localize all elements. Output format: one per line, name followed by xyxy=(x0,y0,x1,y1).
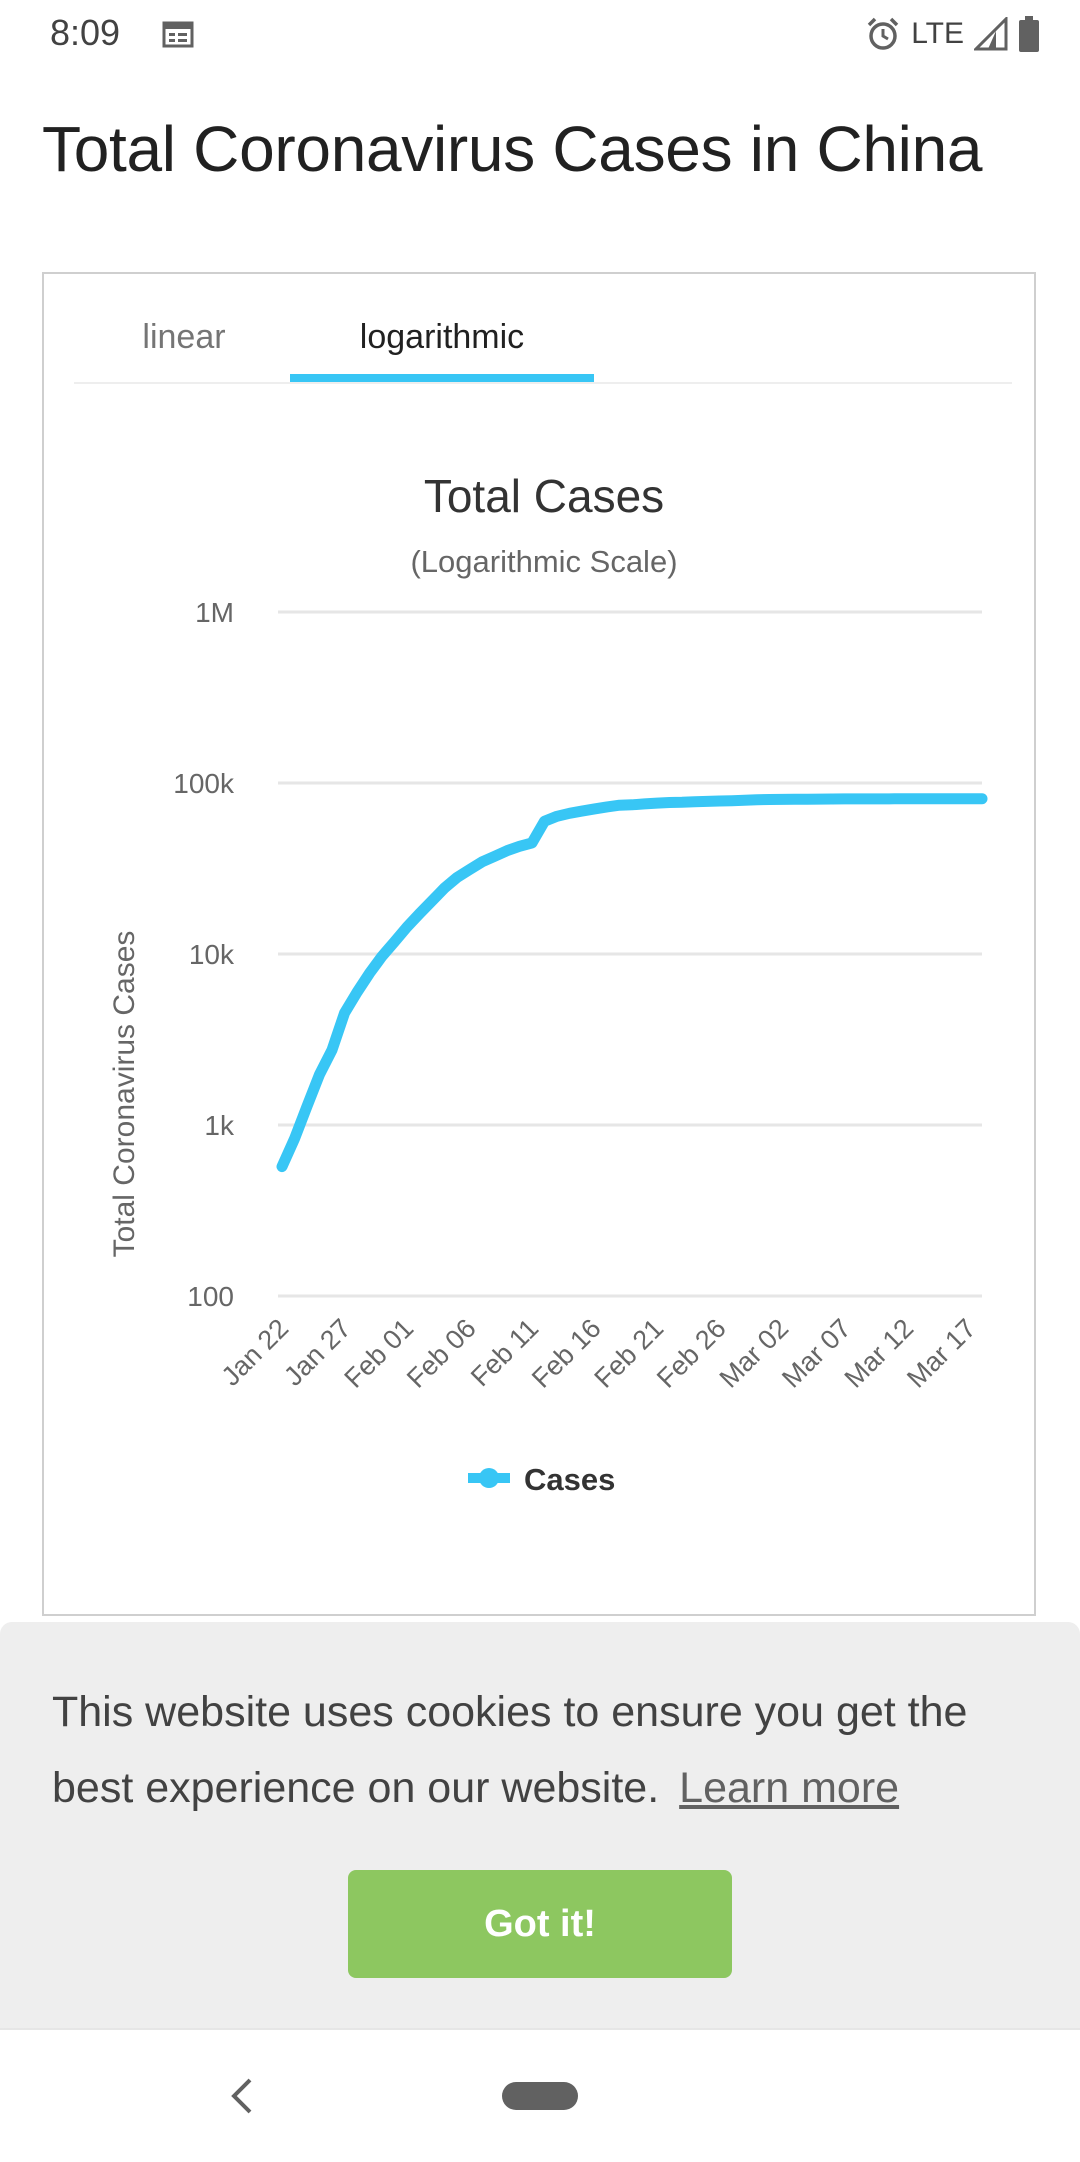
series-line-cases xyxy=(276,793,988,1173)
got-it-button[interactable]: Got it! xyxy=(348,1870,732,1978)
legend-label-cases: Cases xyxy=(524,1462,615,1497)
tab-linear[interactable]: linear xyxy=(142,318,226,356)
chart-title: Total Cases xyxy=(424,470,664,522)
alarm-icon xyxy=(867,17,899,50)
y-tick-label: 1M xyxy=(195,597,234,628)
active-tab-indicator xyxy=(290,374,594,382)
x-tick-label: Jan 22 xyxy=(216,1313,295,1392)
battery-icon xyxy=(1019,16,1039,52)
cookie-message-text: This website uses cookies to ensure you … xyxy=(52,1688,968,1812)
y-tick-labels: 100 1k 10k 100k 1M xyxy=(173,597,235,1312)
navigation-bar xyxy=(0,2028,1080,2162)
y-tick-label: 100 xyxy=(187,1281,234,1312)
back-icon[interactable] xyxy=(222,2074,262,2118)
cookie-message: This website uses cookies to ensure you … xyxy=(52,1674,1032,1826)
y-tick-label: 100k xyxy=(173,768,235,799)
home-pill[interactable] xyxy=(502,2082,578,2110)
chart-card: linear logarithmic Total Cases (Logarith… xyxy=(42,272,1036,1616)
x-tick-label: Feb 06 xyxy=(401,1313,482,1394)
tab-logarithmic[interactable]: logarithmic xyxy=(359,318,525,356)
x-tick-label: Mar 17 xyxy=(901,1313,982,1394)
page-title: Total Coronavirus Cases in China xyxy=(42,113,983,185)
calendar-icon xyxy=(162,21,194,48)
status-icons: LTE xyxy=(865,14,1040,54)
status-bar: 8:09 LTE xyxy=(0,0,1080,66)
chart-subtitle: (Logarithmic Scale) xyxy=(410,544,677,579)
x-tick-label: Feb 16 xyxy=(526,1313,607,1394)
total-cases-chart: Total Cases (Logarithmic Scale) Total Co… xyxy=(108,470,988,1497)
x-tick-label: Feb 01 xyxy=(339,1313,420,1394)
chart-legend[interactable]: Cases xyxy=(468,1462,615,1497)
chart-scale-tabs: linear logarithmic xyxy=(74,304,1012,384)
grid-lines xyxy=(278,610,982,1298)
x-tick-label: Mar 02 xyxy=(714,1313,795,1394)
status-time: 8:09 xyxy=(50,12,121,53)
x-tick-label: Feb 21 xyxy=(589,1313,670,1394)
x-tick-label: Feb 11 xyxy=(465,1313,544,1392)
y-tick-label: 1k xyxy=(204,1110,235,1141)
x-tick-label: Feb 26 xyxy=(651,1313,732,1394)
cookie-banner: This website uses cookies to ensure you … xyxy=(0,1622,1080,2028)
legend-marker-cases xyxy=(479,1468,499,1488)
x-tick-label: Mar 07 xyxy=(776,1313,857,1394)
x-tick-label: Mar 12 xyxy=(839,1313,920,1394)
network-type: LTE xyxy=(911,17,964,50)
y-axis-label: Total Coronavirus Cases xyxy=(108,931,141,1258)
signal-icon xyxy=(974,17,1008,51)
y-tick-label: 10k xyxy=(189,939,235,970)
learn-more-link[interactable]: Learn more xyxy=(679,1764,900,1812)
